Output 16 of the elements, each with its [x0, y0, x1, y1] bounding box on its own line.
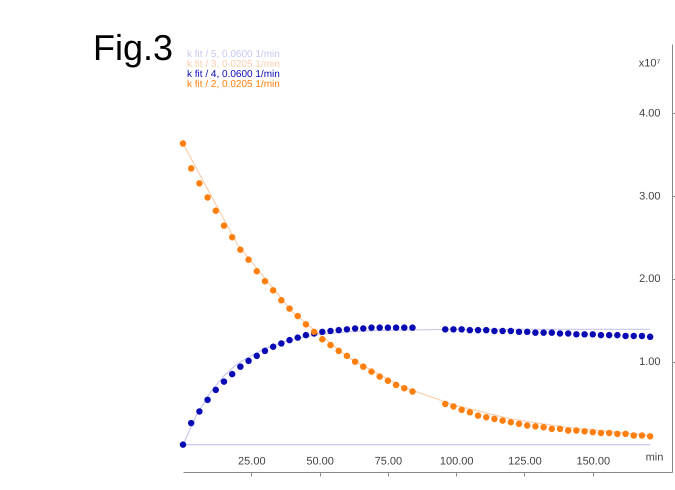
- y-tick-label: 3.00: [639, 190, 660, 202]
- text: k fit / 2, 0.0205 1/min: [187, 79, 280, 90]
- x-tick-label: 150.00: [576, 456, 610, 468]
- x-tick-label: 50.00: [306, 456, 334, 468]
- x-tick-label: 75.00: [374, 456, 402, 468]
- y-axis-title: x10⁷: [638, 58, 661, 70]
- x-axis-title: min: [646, 452, 664, 464]
- x-tick-label: 100.00: [440, 456, 474, 468]
- y-tick-label: 2.00: [639, 273, 660, 286]
- y-tick-label: 1.00: [639, 356, 660, 368]
- y-tick-label: 4.00: [639, 107, 660, 120]
- x-tick-label: 125.00: [508, 456, 542, 468]
- text: k fit / 3, 0.0205 1/min: [187, 59, 280, 70]
- x-tick-label: 25.00: [238, 456, 266, 468]
- chart-title: Fig.3: [93, 27, 174, 68]
- text: k fit / 4, 0.0600 1/min: [187, 69, 280, 80]
